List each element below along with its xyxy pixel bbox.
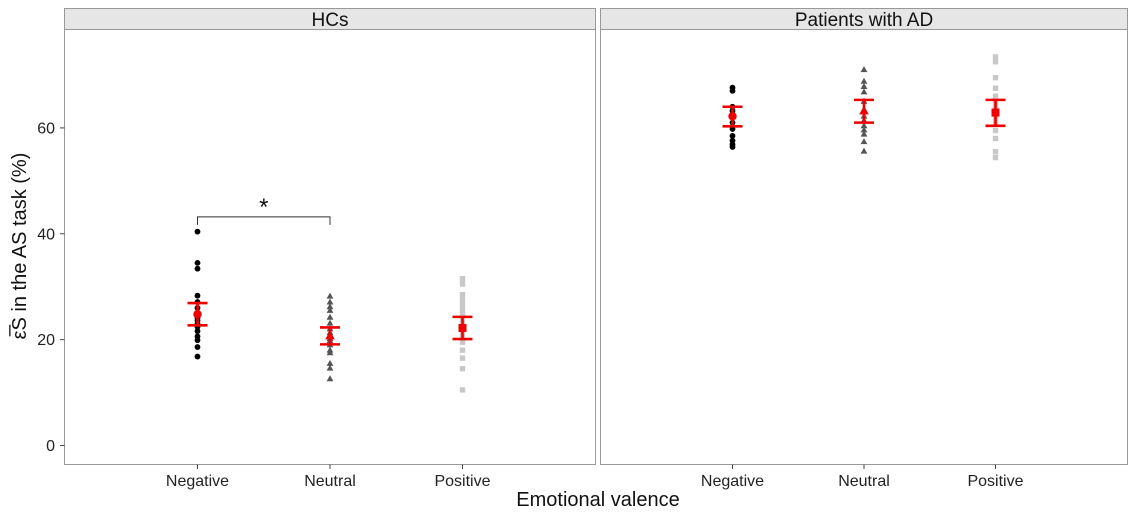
point-hcs-neutral-5 (326, 319, 334, 326)
point-hcs-positive-1 (459, 281, 466, 287)
x-axis-title: Emotional valence (516, 489, 679, 511)
panel-ad: Patients with AD (600, 8, 1128, 465)
mean-ad-neutral (859, 105, 869, 115)
point-hcs-neutral-14 (326, 359, 334, 366)
point-hcs-positive-5 (459, 307, 466, 314)
mean-hcs-positive (458, 323, 467, 332)
point-hcs-neutral-15 (326, 364, 334, 371)
significance-label: * (259, 194, 268, 221)
point-ad-positive-4 (992, 93, 999, 99)
point-ad-positive-2 (992, 74, 999, 81)
y-tick-label-60: 60 (37, 120, 55, 137)
y-tick-label-40: 40 (37, 226, 55, 243)
point-ad-neutral-9 (860, 126, 868, 133)
point-ad-positive-10 (992, 127, 999, 134)
x-tick-label-hcs-positive: Positive (434, 473, 490, 490)
point-hcs-negative-12 (194, 328, 201, 335)
x-tick-label-ad-positive: Positive (967, 473, 1023, 490)
mean-hcs-neutral (325, 330, 335, 340)
point-ad-neutral-10 (860, 130, 868, 137)
point-hcs-neutral-1 (326, 298, 334, 305)
x-tick-label-ad-neutral: Neutral (838, 473, 890, 490)
point-ad-neutral-12 (860, 147, 868, 154)
y-tick-label-20: 20 (37, 332, 55, 349)
point-ad-positive-11 (992, 135, 999, 142)
point-ad-neutral-1 (860, 77, 868, 84)
point-hcs-positive-0 (459, 276, 466, 282)
point-ad-neutral-2 (860, 83, 868, 90)
panel-title-hcs: HCs (312, 10, 349, 31)
point-hcs-neutral-3 (326, 306, 334, 313)
mean-ad-negative (728, 112, 737, 121)
panel-title-ad: Patients with AD (795, 10, 933, 31)
point-hcs-negative-15 (194, 344, 201, 350)
x-tick-label-hcs-negative: Negative (166, 473, 229, 490)
point-hcs-neutral-0 (326, 292, 334, 299)
data-marks: * (187, 54, 1006, 393)
y-axis-title: ε̅S in the AS task (%) (8, 153, 31, 340)
y-axis: 0 20 40 60 (37, 120, 65, 455)
panel-hcs: HCs (64, 8, 596, 465)
point-ad-neutral-11 (860, 138, 868, 145)
point-hcs-negative-16 (194, 353, 201, 360)
point-ad-positive-1 (992, 59, 999, 65)
y-tick-label-0: 0 (46, 438, 55, 455)
mean-hcs-negative (193, 310, 202, 319)
point-ad-negative-1 (729, 87, 736, 94)
x-tick-label-ad-negative: Negative (701, 473, 764, 490)
significance-bracket (197, 216, 331, 225)
point-ad-neutral-8 (860, 122, 868, 129)
x-tick-label-hcs-neutral: Neutral (304, 473, 356, 490)
point-hcs-positive-3 (459, 297, 466, 303)
point-hcs-neutral-13 (326, 349, 334, 356)
point-hcs-negative-14 (194, 337, 201, 344)
point-hcs-neutral-2 (326, 303, 334, 310)
point-ad-neutral-3 (860, 88, 868, 95)
point-ad-positive-3 (992, 85, 999, 91)
point-ad-positive-13 (992, 154, 999, 161)
point-ad-neutral-0 (860, 66, 868, 73)
point-hcs-positive-14 (459, 355, 466, 361)
point-hcs-negative-2 (194, 265, 201, 272)
point-ad-positive-12 (992, 149, 999, 155)
x-axis: Negative Neutral Positive Negative Neutral Po… (166, 464, 1024, 490)
point-hcs-negative-0 (194, 228, 201, 235)
point-hcs-neutral-4 (326, 313, 334, 320)
point-hcs-positive-12 (459, 339, 466, 345)
point-ad-negative-10 (729, 144, 736, 150)
point-hcs-positive-16 (459, 387, 466, 393)
point-hcs-negative-3 (194, 292, 201, 299)
point-ad-positive-0 (992, 54, 999, 60)
point-hcs-positive-15 (459, 366, 466, 372)
point-hcs-positive-2 (459, 291, 466, 298)
point-hcs-positive-4 (459, 302, 466, 308)
point-hcs-positive-13 (459, 347, 466, 353)
panel-area-ad (600, 29, 1128, 465)
panel-area-hcs (64, 29, 596, 465)
point-hcs-neutral-16 (326, 375, 334, 382)
point-hcs-negative-1 (194, 259, 201, 266)
point-ad-negative-7 (729, 132, 736, 139)
mean-ad-positive (991, 108, 1000, 117)
